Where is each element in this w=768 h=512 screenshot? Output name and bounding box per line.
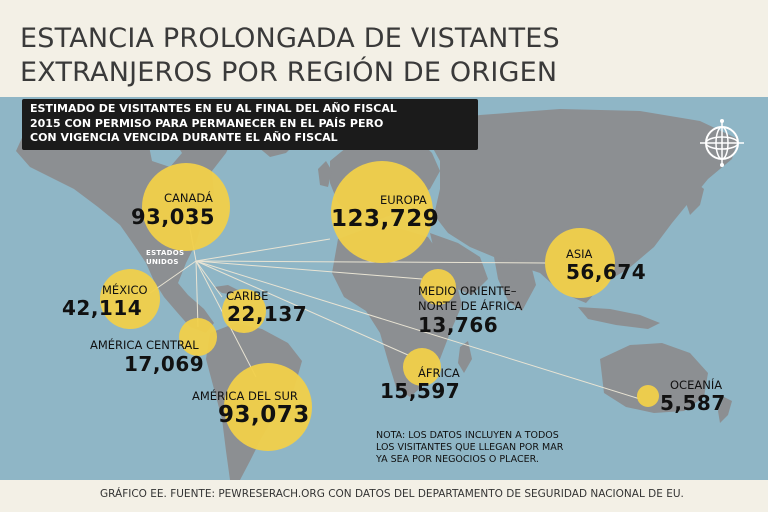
land-india	[494, 257, 536, 311]
note-line-3: YA SEA POR NEGOCIOS O PLACER.	[376, 454, 539, 465]
bubble-medio-oriente	[420, 269, 456, 305]
note-line-2: LOS VISITANTES QUE LLEGAN POR MAR	[376, 442, 564, 453]
note-line-1: NOTA: LOS DATOS INCLUYEN A TODOS	[376, 430, 559, 441]
globe-icon	[700, 119, 744, 167]
land-australia	[600, 343, 708, 413]
origin-line-2: UNIDOS	[146, 258, 179, 266]
region-name-mexico: MÉXICO	[102, 283, 148, 297]
page-title: ESTANCIA PROLONGADA DE VISTANTES EXTRANJ…	[20, 22, 760, 90]
region-name-asia: ASIA	[566, 247, 593, 261]
land-new-zealand	[718, 397, 732, 423]
land-uk	[318, 161, 332, 187]
region-name-america-del-sur: AMÉRICA DEL SUR	[192, 389, 298, 403]
bubble-america-del-sur	[224, 363, 312, 451]
bubble-america-central	[179, 318, 217, 356]
region-name-medio-oriente: MEDIO ORIENTE– NORTE DE ÁFRICA	[418, 284, 522, 314]
region-name-medio-oriente-line-2: NORTE DE ÁFRICA	[418, 299, 523, 313]
region-value-america-del-sur: 93,073	[218, 402, 310, 428]
origin-line-1: ESTADOS	[146, 249, 185, 257]
bubble-caribe	[222, 289, 266, 333]
source-footer: GRÁFICO EE. FUENTE: PEWRESERACH.ORG CON …	[100, 488, 684, 500]
region-value-oceania: 5,587	[660, 391, 726, 415]
region-value-asia: 56,674	[566, 260, 647, 284]
title-line-2: EXTRANJEROS POR REGIÓN DE ORIGEN	[20, 57, 558, 88]
connector-america-central	[195, 260, 199, 328]
region-value-europa: 123,729	[331, 206, 440, 232]
subtitle-box: ESTIMADO DE VISITANTES EN EU AL FINAL DE…	[22, 99, 478, 150]
region-name-medio-oriente-line-1: MEDIO ORIENTE–	[418, 284, 517, 298]
region-value-america-central: 17,069	[124, 352, 205, 376]
connector-africa	[195, 260, 409, 356]
origin-label: ESTADOS UNIDOS	[146, 249, 184, 267]
connector-oceania	[195, 260, 641, 400]
subtitle-line-2: 2015 CON PERMISO PARA PERMANECER EN EL P…	[30, 116, 384, 130]
connector-europa	[195, 238, 331, 262]
bubble-mexico	[100, 269, 160, 329]
connector-medio-oriente	[195, 260, 423, 280]
title-line-1: ESTANCIA PROLONGADA DE VISTANTES	[20, 23, 560, 54]
connector-caribe	[195, 260, 223, 298]
map-graphic	[16, 101, 744, 480]
region-name-europa: EUROPA	[380, 193, 427, 207]
region-name-america-central: AMÉRICA CENTRAL	[90, 338, 199, 352]
region-value-africa: 15,597	[380, 379, 461, 403]
region-value-medio-oriente: 13,766	[418, 313, 499, 337]
land-middle-east	[430, 233, 488, 295]
region-name-canada: CANADÁ	[164, 191, 213, 205]
bubble-africa	[403, 348, 441, 386]
bubbles	[100, 161, 659, 451]
data-note: NOTA: LOS DATOS INCLUYEN A TODOS LOS VIS…	[376, 430, 596, 466]
land-indonesia	[578, 307, 660, 329]
region-name-africa: ÁFRICA	[418, 366, 460, 380]
region-value-mexico: 42,114	[62, 296, 143, 320]
region-name-caribe: CARIBE	[226, 289, 269, 303]
region-name-oceania: OCEANÍA	[670, 378, 723, 392]
bubble-europa	[331, 161, 433, 263]
land-japan	[686, 181, 704, 215]
land-asia	[420, 109, 738, 303]
bubble-canada	[142, 163, 230, 251]
subtitle-line-1: ESTIMADO DE VISITANTES EN EU AL FINAL DE…	[30, 102, 397, 115]
connector-lines	[149, 206, 641, 400]
land-madagascar	[458, 341, 472, 373]
subtitle-line-3: CON VIGENCIA VENCIDA DURANTE EL AÑO FISC…	[30, 131, 338, 144]
region-value-caribe: 22,137	[227, 302, 308, 326]
connector-asia	[195, 260, 547, 264]
region-value-canada: 93,035	[131, 205, 216, 229]
bubble-asia	[545, 228, 615, 298]
bubble-oceania	[637, 385, 659, 407]
world-map	[0, 97, 768, 480]
